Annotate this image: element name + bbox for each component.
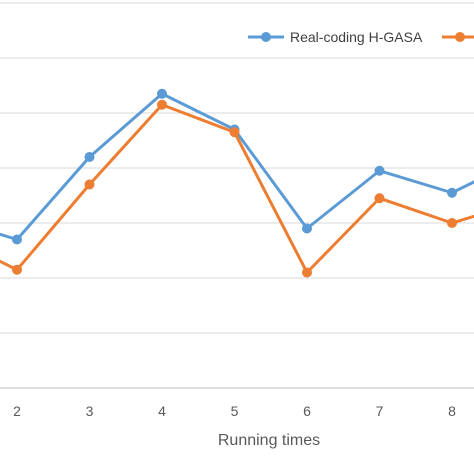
x-tick-label: 8 bbox=[448, 403, 456, 419]
data-point bbox=[84, 179, 95, 190]
data-point bbox=[84, 152, 95, 162]
data-point bbox=[12, 264, 22, 275]
x-tick-label: 2 bbox=[13, 403, 21, 419]
data-point bbox=[229, 127, 240, 138]
gridlines bbox=[0, 2, 474, 334]
x-tick-label: 6 bbox=[303, 403, 311, 419]
x-axis-title: Running times bbox=[218, 432, 320, 449]
data-point bbox=[157, 88, 167, 99]
x-tick-label: 3 bbox=[86, 403, 94, 419]
x-tick-label: 4 bbox=[158, 403, 166, 419]
legend-swatch-marker-1 bbox=[261, 32, 271, 42]
series-line-1 bbox=[0, 92, 474, 241]
data-point bbox=[447, 187, 457, 198]
data-point bbox=[302, 223, 312, 234]
x-tick-labels: 2 3 4 5 6 7 8 bbox=[13, 403, 456, 419]
data-point bbox=[12, 234, 22, 245]
series-group bbox=[0, 88, 474, 278]
legend-label-1: Real-coding H-GASA bbox=[290, 29, 423, 45]
legend-swatch-marker-2 bbox=[455, 32, 465, 42]
data-point bbox=[374, 193, 385, 204]
data-point bbox=[374, 165, 385, 176]
x-tick-label: 5 bbox=[231, 403, 239, 419]
x-tick-label: 7 bbox=[376, 403, 384, 419]
legend: Real-coding H-GASA bbox=[248, 29, 474, 45]
data-point bbox=[157, 99, 167, 110]
data-point bbox=[447, 218, 457, 228]
data-point bbox=[302, 267, 312, 278]
